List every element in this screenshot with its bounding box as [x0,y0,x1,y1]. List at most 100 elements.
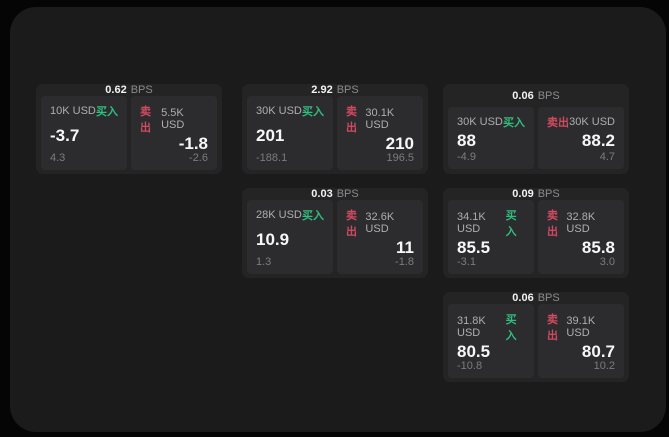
buy-price: 201 [256,126,285,145]
sell-panel-top: 卖出 30K USD [547,114,615,130]
bps-value: 0.06 [512,89,534,102]
buy-amount: 34.1K USD [457,211,486,235]
sell-label: 卖出 [140,106,151,134]
sell-quote-button[interactable]: 卖出 30.1K USD 210 196.5 [337,96,423,170]
buy-label: 买入 [505,314,517,342]
bps-header: 0.06 BPS [448,292,624,304]
buy-label: 买入 [302,210,324,222]
buy-panel-top: 10K USD 买入 [50,103,118,119]
sell-quote-button[interactable]: 卖出 39.1K USD 80.7 10.2 [538,304,624,378]
buy-quote-button[interactable]: 10K USD 买入 -3.7 4.3 [41,96,127,170]
buy-price: 80.5 [457,342,491,361]
buy-sub-value: -3.1 [457,256,476,268]
buy-panel-top: 30K USD 买入 [457,114,525,130]
bps-unit: BPS [336,84,359,96]
sell-label: 卖出 [346,106,357,134]
buy-amount: 31.8K USD [457,315,486,339]
bps-value: 2.92 [311,84,333,96]
buy-sub-value: -188.1 [256,152,288,164]
sell-price: -1.8 [178,134,208,153]
quote-panels: 10K USD 买入 -3.7 4.3 卖出 5.5K USD -1.8 -2.… [41,96,217,170]
sell-price: 88.2 [581,131,615,150]
sell-sub-value: 196.5 [386,152,414,164]
bps-unit: BPS [537,188,560,200]
sell-amount: 32.8K USD [566,211,596,235]
bps-unit: BPS [537,292,560,304]
buy-label: 买入 [302,106,324,118]
buy-sub-value: 4.3 [50,152,66,164]
sell-label: 卖出 [547,210,558,238]
quote-card: 0.09 BPS 34.1K USD 买入 85.5 -3.1 卖出 32.8K… [443,188,629,278]
buy-label: 买入 [505,210,517,238]
bps-value: 0.62 [105,84,127,96]
bps-unit: BPS [537,89,560,102]
sell-amount: 30.1K USD [365,107,395,131]
buy-quote-button[interactable]: 30K USD 买入 88 -4.9 [448,107,534,169]
buy-amount: 30K USD [457,116,503,128]
sell-amount: 32.6K USD [365,211,395,235]
sell-amount: 39.1K USD [566,315,596,339]
quote-card: 0.06 BPS 31.8K USD 买入 80.5 -10.8 卖出 39.1… [443,292,629,382]
buy-price: 10.9 [256,230,290,249]
bps-header: 2.92 BPS [247,84,423,96]
bps-value: 0.06 [512,292,534,304]
bps-value: 0.03 [311,188,333,200]
buy-panel-top: 34.1K USD 买入 [457,207,525,239]
buy-price: -3.7 [50,126,80,145]
buy-amount: 28K USD [256,209,302,221]
buy-sub-value: 1.3 [256,256,272,268]
bps-header: 0.09 BPS [448,188,624,200]
sell-amount: 30K USD [569,116,615,128]
buy-price: 88 [457,131,476,150]
buy-quote-button[interactable]: 28K USD 买入 10.9 1.3 [247,200,333,274]
buy-panel-top: 31.8K USD 买入 [457,311,525,343]
buy-quote-button[interactable]: 31.8K USD 买入 80.5 -10.8 [448,304,534,378]
bps-unit: BPS [130,84,153,96]
buy-amount: 10K USD [50,105,96,117]
quote-panels: 30K USD 买入 88 -4.9 卖出 30K USD 88.2 4.7 [448,107,624,169]
sell-price: 85.8 [581,238,615,257]
sell-price: 210 [385,134,414,153]
buy-amount: 30K USD [256,105,302,117]
sell-quote-button[interactable]: 卖出 5.5K USD -1.8 -2.6 [131,96,217,170]
sell-price: 11 [396,238,414,257]
bps-value: 0.09 [512,188,534,200]
sell-price: 80.7 [581,342,615,361]
buy-quote-button[interactable]: 34.1K USD 买入 85.5 -3.1 [448,200,534,274]
sell-amount: 5.5K USD [161,107,185,131]
buy-label: 买入 [96,106,118,118]
sell-sub-value: 3.0 [599,256,615,268]
sell-panel-top: 卖出 32.8K USD [547,207,615,239]
bps-header: 0.62 BPS [41,84,217,96]
quote-card: 0.06 BPS 30K USD 买入 88 -4.9 卖出 30K USD 8… [443,84,629,174]
bps-header: 0.03 BPS [247,188,423,200]
sell-quote-button[interactable]: 卖出 30K USD 88.2 4.7 [538,107,624,169]
sell-quote-button[interactable]: 卖出 32.6K USD 11 -1.8 [337,200,423,274]
buy-sub-value: -10.8 [457,360,483,372]
buy-sub-value: -4.9 [457,151,476,163]
sell-sub-value: 4.7 [599,151,615,163]
quote-panels: 31.8K USD 买入 80.5 -10.8 卖出 39.1K USD 80.… [448,304,624,378]
buy-price: 85.5 [457,238,491,257]
sell-quote-button[interactable]: 卖出 32.8K USD 85.8 3.0 [538,200,624,274]
sell-label: 卖出 [346,210,357,238]
bps-unit: BPS [336,188,359,200]
quote-card: 2.92 BPS 30K USD 买入 201 -188.1 卖出 30.1K … [242,84,428,174]
buy-panel-top: 28K USD 买入 [256,207,324,223]
app-panel: 0.62 BPS 10K USD 买入 -3.7 4.3 卖出 5.5K USD… [10,7,666,432]
buy-quote-button[interactable]: 30K USD 买入 201 -188.1 [247,96,333,170]
sell-sub-value: -1.8 [395,256,414,268]
sell-panel-top: 卖出 39.1K USD [547,311,615,343]
quote-panels: 28K USD 买入 10.9 1.3 卖出 32.6K USD 11 -1.8 [247,200,423,274]
buy-label: 买入 [503,117,525,129]
sell-sub-value: -2.6 [189,152,208,164]
sell-panel-top: 卖出 5.5K USD [140,103,208,135]
sell-label: 卖出 [547,117,569,129]
sell-sub-value: 10.2 [593,360,615,372]
bps-header: 0.06 BPS [448,84,624,107]
sell-panel-top: 卖出 32.6K USD [346,207,414,239]
quote-grid: 0.62 BPS 10K USD 买入 -3.7 4.3 卖出 5.5K USD… [10,7,666,432]
quote-card: 0.62 BPS 10K USD 买入 -3.7 4.3 卖出 5.5K USD… [36,84,222,174]
sell-panel-top: 卖出 30.1K USD [346,103,414,135]
buy-panel-top: 30K USD 买入 [256,103,324,119]
